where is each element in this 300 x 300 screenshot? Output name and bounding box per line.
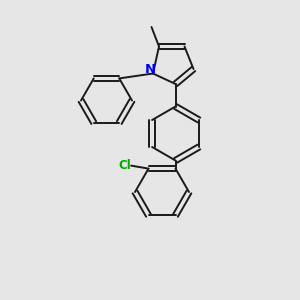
Text: Cl: Cl — [118, 159, 131, 172]
Text: N: N — [145, 63, 156, 76]
